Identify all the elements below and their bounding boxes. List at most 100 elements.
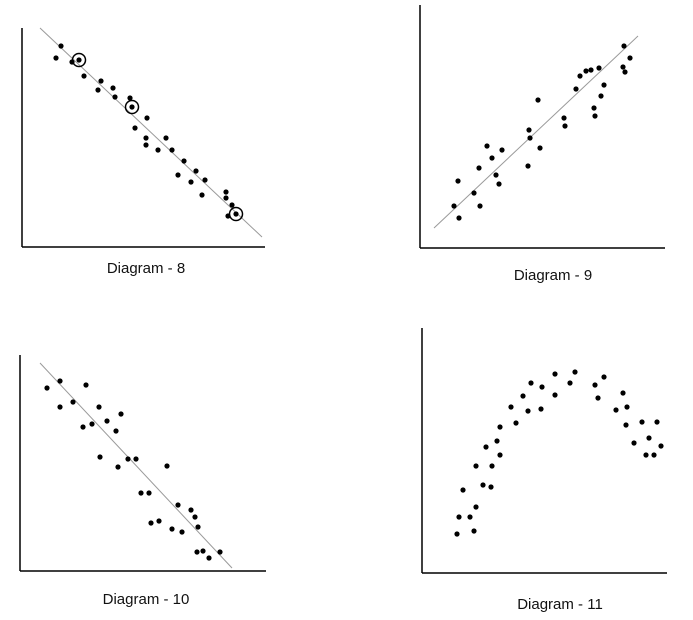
data-point <box>623 422 629 428</box>
data-point <box>104 418 110 424</box>
data-point <box>654 419 660 425</box>
data-point <box>552 392 558 398</box>
data-point <box>535 97 541 103</box>
data-point <box>97 454 103 460</box>
scatter-panel: Diagram - 10 <box>19 355 266 608</box>
data-point <box>493 172 499 178</box>
data-point <box>138 490 144 496</box>
data-point <box>538 406 544 412</box>
data-point <box>467 514 473 520</box>
data-point <box>125 456 131 462</box>
data-point <box>552 371 558 377</box>
data-point <box>169 147 175 153</box>
diagram-title: Diagram - 11 <box>517 596 603 613</box>
data-point <box>508 404 514 410</box>
data-point <box>148 520 154 526</box>
data-point <box>223 195 229 201</box>
data-point <box>651 452 657 458</box>
data-point <box>620 64 626 70</box>
data-point <box>456 514 462 520</box>
data-point <box>483 444 489 450</box>
data-point <box>488 484 494 490</box>
data-point <box>175 172 181 178</box>
data-point <box>592 382 598 388</box>
data-point <box>179 529 185 535</box>
data-point <box>577 73 583 79</box>
data-point <box>113 428 119 434</box>
data-point <box>613 407 619 413</box>
data-point <box>601 374 607 380</box>
data-point <box>193 168 199 174</box>
data-point <box>89 421 95 427</box>
data-point <box>194 549 200 555</box>
data-point <box>562 123 568 129</box>
data-point <box>143 142 149 148</box>
data-point <box>70 399 76 405</box>
data-point <box>494 438 500 444</box>
data-point <box>156 518 162 524</box>
data-point <box>175 502 181 508</box>
data-point <box>112 94 118 100</box>
data-point <box>621 43 627 49</box>
data-point <box>195 524 201 530</box>
data-point <box>164 463 170 469</box>
data-point <box>573 86 579 92</box>
diagram-title: Diagram - 10 <box>103 591 190 608</box>
data-point <box>658 443 664 449</box>
data-point <box>497 452 503 458</box>
data-point <box>460 487 466 493</box>
data-point <box>473 463 479 469</box>
data-point <box>133 456 139 462</box>
data-point <box>181 158 187 164</box>
data-point <box>110 85 116 91</box>
data-point <box>80 424 86 430</box>
data-point <box>525 163 531 169</box>
scatter-panel: Diagram - 9 <box>419 5 665 284</box>
data-point <box>456 215 462 221</box>
data-point <box>480 482 486 488</box>
data-point <box>455 178 461 184</box>
data-point <box>588 67 594 73</box>
data-point <box>624 404 630 410</box>
data-point <box>83 382 89 388</box>
data-point <box>646 435 652 441</box>
data-point <box>513 420 519 426</box>
data-point <box>115 464 121 470</box>
data-point <box>596 65 602 71</box>
data-point <box>217 549 223 555</box>
diagram-title: Diagram - 8 <box>107 260 185 277</box>
data-point <box>525 408 531 414</box>
highlight-ring <box>124 99 140 115</box>
data-point <box>572 369 578 375</box>
data-point <box>499 147 505 153</box>
highlight-ring <box>228 206 244 222</box>
data-point <box>471 528 477 534</box>
data-point <box>76 57 82 63</box>
highlight-ring <box>71 52 87 68</box>
data-point <box>57 404 63 410</box>
data-point <box>567 380 573 386</box>
data-point <box>57 378 63 384</box>
data-point <box>527 135 533 141</box>
data-point <box>169 526 175 532</box>
trend-line <box>39 362 233 569</box>
data-point <box>451 203 457 209</box>
data-point <box>144 115 150 121</box>
data-point <box>643 452 649 458</box>
data-point <box>132 125 138 131</box>
trend-line <box>39 27 263 238</box>
data-point <box>526 127 532 133</box>
data-point <box>620 390 626 396</box>
data-point <box>233 211 239 217</box>
data-point <box>489 155 495 161</box>
data-point <box>96 404 102 410</box>
data-point <box>539 384 545 390</box>
data-point <box>489 463 495 469</box>
data-point <box>528 380 534 386</box>
diagram-title: Diagram - 9 <box>514 267 592 284</box>
data-point <box>53 55 59 61</box>
scatter-panel: Diagram - 11 <box>421 328 667 613</box>
data-point <box>484 143 490 149</box>
data-point <box>595 395 601 401</box>
